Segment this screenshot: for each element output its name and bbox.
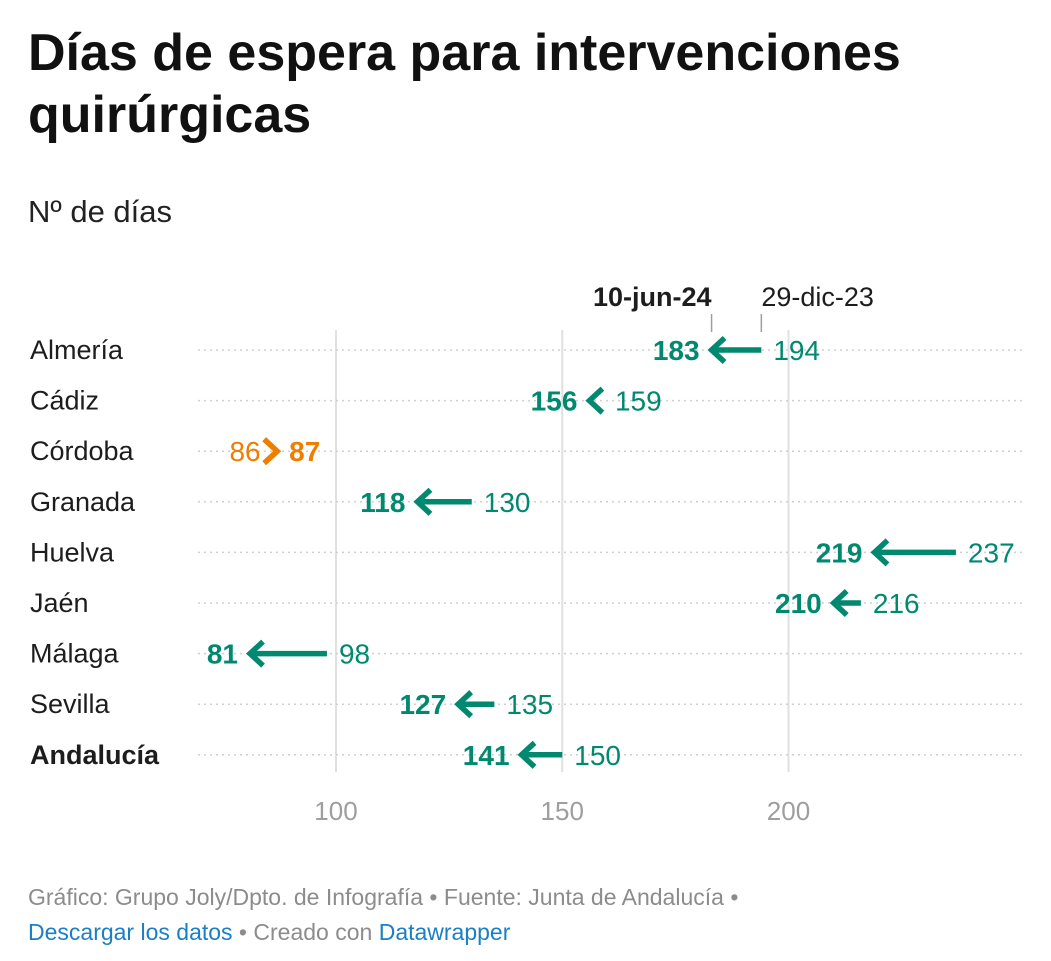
footer-separator: • <box>232 919 254 945</box>
arrows <box>245 335 956 769</box>
value-label-current: 127 <box>399 689 446 720</box>
value-label-current: 87 <box>289 436 320 467</box>
grid-lines <box>335 330 790 772</box>
value-label-current: 156 <box>531 386 578 417</box>
footer: Gráfico: Grupo Joly/Dpto. de Infografía … <box>28 880 1028 950</box>
value-label-previous: 150 <box>574 740 621 771</box>
x-tick-label: 100 <box>314 796 357 826</box>
value-label-previous: 86 <box>229 436 260 467</box>
row-label: Jaén <box>30 588 89 618</box>
value-label-current: 183 <box>653 335 700 366</box>
value-label-current: 210 <box>775 588 822 619</box>
chart-subtitle: Nº de días <box>28 194 173 229</box>
download-data-link[interactable]: Descargar los datos <box>28 919 233 945</box>
value-labels: 183 194 156 159 87 86 118 130 219 237 210 216 81 98 12… <box>207 335 1015 771</box>
value-label-previous: 216 <box>873 588 920 619</box>
arrow-head <box>454 690 474 719</box>
arrow-head <box>870 538 890 567</box>
legend-label-previous: 29-dic-23 <box>761 282 874 312</box>
arrow-head <box>245 639 265 668</box>
legend: 10-jun-24 29-dic-23 <box>593 282 874 332</box>
row-label: Almería <box>30 335 124 365</box>
row-label: Huelva <box>30 537 115 567</box>
value-label-previous: 130 <box>484 487 531 518</box>
row-label: Granada <box>30 487 136 517</box>
x-axis-ticks: 100 150 200 <box>314 796 810 826</box>
value-label-current: 141 <box>463 740 510 771</box>
value-label-previous: 135 <box>506 689 553 720</box>
value-label-previous: 98 <box>339 639 370 670</box>
arrow-head <box>262 437 282 466</box>
arrow-chart: 10-jun-24 29-dic-23 183 194 156 159 87 86 118 13… <box>30 282 1022 826</box>
credit-text: Gráfico: Grupo Joly/Dpto. de Infografía <box>28 884 424 910</box>
footer-separator: • <box>723 884 739 910</box>
row-label: Cádiz <box>30 386 99 416</box>
row-labels: Almería Cádiz Córdoba Granada Huelva Jaén Mála… <box>30 335 160 770</box>
arrow-head <box>585 386 605 415</box>
datawrapper-link[interactable]: Datawrapper <box>378 919 511 945</box>
footer-separator: • <box>423 884 444 910</box>
row-label: Córdoba <box>30 436 135 466</box>
arrow-head <box>829 588 849 618</box>
value-label-current: 219 <box>816 537 863 568</box>
x-tick-label: 150 <box>541 796 584 826</box>
legend-label-current: 10-jun-24 <box>593 282 712 312</box>
value-label-current: 81 <box>207 639 238 670</box>
arrow-head <box>517 740 537 769</box>
arrow-head <box>413 487 433 516</box>
x-tick-label: 200 <box>767 796 810 826</box>
source-text: Fuente: Junta de Andalucía <box>443 884 724 910</box>
row-label: Málaga <box>30 639 120 669</box>
row-label: Sevilla <box>30 689 111 719</box>
value-label-previous: 159 <box>615 386 662 417</box>
value-label-current: 118 <box>360 487 405 518</box>
value-label-previous: 194 <box>773 335 820 366</box>
row-label: Andalucía <box>30 740 160 770</box>
created-with-text: Creado con <box>253 919 379 945</box>
value-label-previous: 237 <box>968 537 1015 568</box>
chart-title: Días de espera para intervenciones quirú… <box>28 24 901 144</box>
arrow-head <box>707 335 727 365</box>
